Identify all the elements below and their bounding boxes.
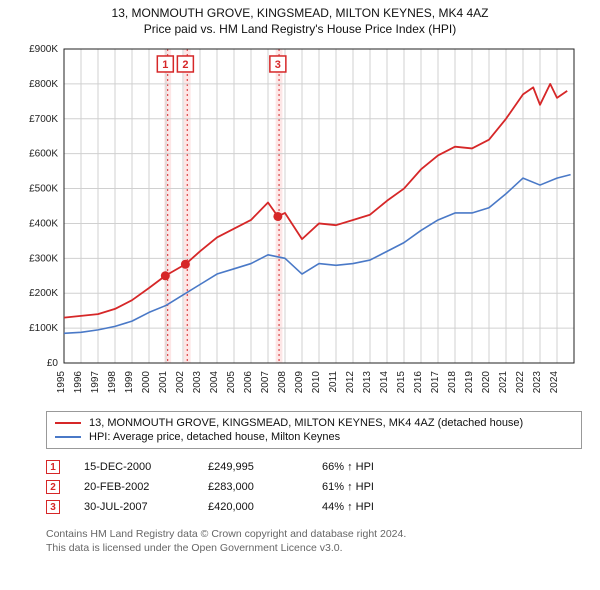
svg-text:£0: £0 xyxy=(47,358,59,369)
svg-text:2018: 2018 xyxy=(447,371,458,394)
sale-date: 30-JUL-2007 xyxy=(84,501,184,513)
legend-swatch xyxy=(55,422,81,424)
legend-item: HPI: Average price, detached house, Milt… xyxy=(55,430,573,444)
legend-item: 13, MONMOUTH GROVE, KINGSMEAD, MILTON KE… xyxy=(55,416,573,430)
svg-text:2017: 2017 xyxy=(430,371,441,394)
svg-text:2022: 2022 xyxy=(515,371,526,394)
svg-text:2010: 2010 xyxy=(311,371,322,394)
chart-area: £0 £100K £200K £300K £400K £500K £600K £700K £80… xyxy=(20,43,580,403)
sale-event-row: 2 20-FEB-2002 £283,000 61% ↑ HPI xyxy=(46,477,582,497)
title-line-2: Price paid vs. HM Land Registry's House … xyxy=(8,22,592,38)
sale-price: £249,995 xyxy=(208,461,298,473)
svg-text:2005: 2005 xyxy=(226,371,237,394)
svg-text:1996: 1996 xyxy=(73,371,84,394)
title-line-1: 13, MONMOUTH GROVE, KINGSMEAD, MILTON KE… xyxy=(8,6,592,22)
svg-text:2011: 2011 xyxy=(328,371,339,393)
svg-text:1995: 1995 xyxy=(56,371,67,394)
svg-text:2015: 2015 xyxy=(396,371,407,394)
svg-text:£800K: £800K xyxy=(29,79,58,90)
svg-text:1999: 1999 xyxy=(124,371,135,394)
sale-events: 1 15-DEC-2000 £249,995 66% ↑ HPI 2 20-FE… xyxy=(46,457,582,517)
sale-price: £283,000 xyxy=(208,481,298,493)
svg-text:1998: 1998 xyxy=(107,371,118,394)
footer-line-2: This data is licensed under the Open Gov… xyxy=(46,541,582,555)
svg-text:2000: 2000 xyxy=(141,371,152,394)
svg-text:£900K: £900K xyxy=(29,44,58,55)
svg-text:1997: 1997 xyxy=(90,371,101,394)
footer-line-1: Contains HM Land Registry data © Crown c… xyxy=(46,527,582,541)
sale-event-row: 1 15-DEC-2000 £249,995 66% ↑ HPI xyxy=(46,457,582,477)
legend-swatch xyxy=(55,436,81,438)
sale-delta: 44% ↑ HPI xyxy=(322,501,374,513)
svg-text:2024: 2024 xyxy=(549,371,560,394)
svg-text:2013: 2013 xyxy=(362,371,373,394)
sale-delta: 61% ↑ HPI xyxy=(322,481,374,493)
sale-delta: 66% ↑ HPI xyxy=(322,461,374,473)
svg-text:£100K: £100K xyxy=(29,323,58,334)
sale-date: 15-DEC-2000 xyxy=(84,461,184,473)
svg-text:£700K: £700K xyxy=(29,114,58,125)
svg-text:2: 2 xyxy=(182,59,188,71)
svg-text:2003: 2003 xyxy=(192,371,203,394)
svg-text:£600K: £600K xyxy=(29,149,58,160)
line-chart-svg: £0 £100K £200K £300K £400K £500K £600K £700K £80… xyxy=(20,43,580,403)
svg-text:1: 1 xyxy=(162,59,168,71)
svg-text:3: 3 xyxy=(275,59,281,71)
svg-text:2002: 2002 xyxy=(175,371,186,394)
svg-text:2020: 2020 xyxy=(481,371,492,394)
legend: 13, MONMOUTH GROVE, KINGSMEAD, MILTON KE… xyxy=(46,411,582,449)
sale-price: £420,000 xyxy=(208,501,298,513)
svg-text:2016: 2016 xyxy=(413,371,424,394)
svg-text:£200K: £200K xyxy=(29,288,58,299)
svg-text:2019: 2019 xyxy=(464,371,475,394)
sale-date: 20-FEB-2002 xyxy=(84,481,184,493)
footer-attribution: Contains HM Land Registry data © Crown c… xyxy=(46,527,582,555)
svg-text:2006: 2006 xyxy=(243,371,254,394)
svg-text:2012: 2012 xyxy=(345,371,356,394)
sale-marker-icon: 2 xyxy=(46,480,60,494)
svg-text:2001: 2001 xyxy=(158,371,169,394)
sale-marker-icon: 3 xyxy=(46,500,60,514)
svg-text:2007: 2007 xyxy=(260,371,271,394)
svg-text:£500K: £500K xyxy=(29,184,58,195)
chart-titles: 13, MONMOUTH GROVE, KINGSMEAD, MILTON KE… xyxy=(8,6,592,37)
sale-event-row: 3 30-JUL-2007 £420,000 44% ↑ HPI xyxy=(46,497,582,517)
svg-text:£400K: £400K xyxy=(29,219,58,230)
chart-page: { "title_line1": "13, MONMOUTH GROVE, KI… xyxy=(0,0,600,590)
svg-text:2004: 2004 xyxy=(209,371,220,394)
svg-text:2021: 2021 xyxy=(498,371,509,394)
svg-text:2008: 2008 xyxy=(277,371,288,394)
legend-label: HPI: Average price, detached house, Milt… xyxy=(89,431,340,443)
sale-marker-icon: 1 xyxy=(46,460,60,474)
svg-text:£300K: £300K xyxy=(29,254,58,265)
svg-text:2023: 2023 xyxy=(532,371,543,394)
svg-text:2009: 2009 xyxy=(294,371,305,394)
svg-text:2014: 2014 xyxy=(379,371,390,394)
legend-label: 13, MONMOUTH GROVE, KINGSMEAD, MILTON KE… xyxy=(89,417,523,429)
